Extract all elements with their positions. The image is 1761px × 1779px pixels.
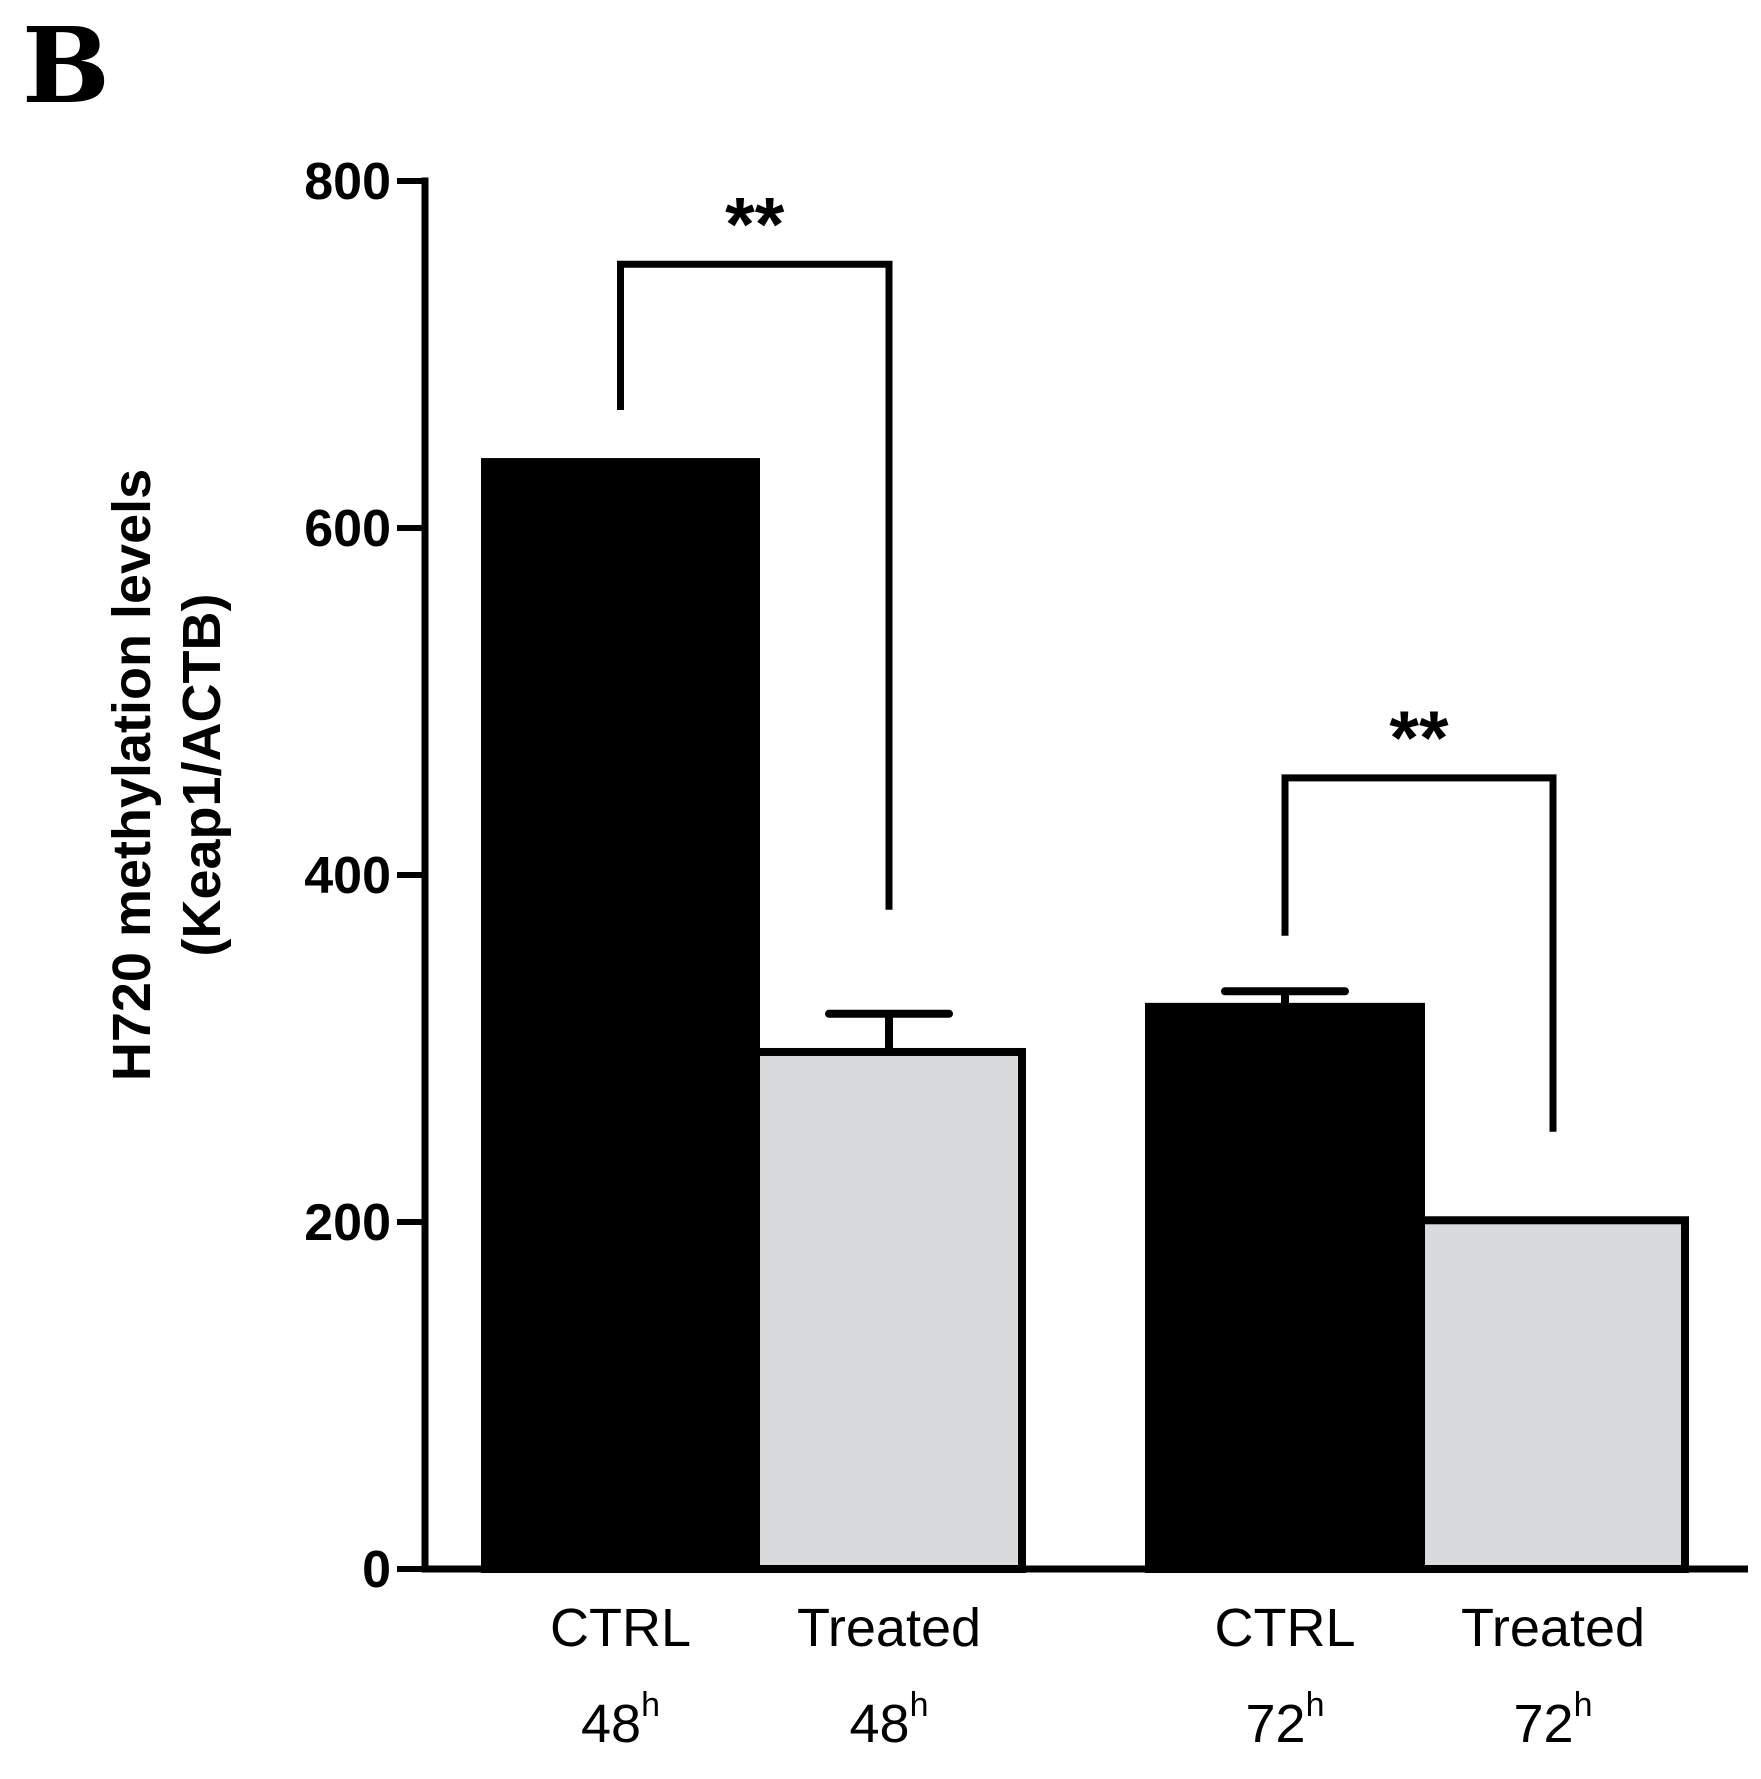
y-tick-label-400: 400	[304, 847, 391, 905]
bar-ctrl-48	[481, 458, 760, 1574]
significance-label-2: **	[1389, 696, 1449, 781]
category-time-value: 48	[581, 1694, 641, 1754]
significance-bracket-1	[617, 260, 893, 910]
category-time-unit: h	[641, 1686, 660, 1724]
category-time-unit: h	[1306, 1686, 1325, 1724]
category-label-3: Treated 72h	[1461, 1598, 1645, 1754]
error-bars	[825, 987, 1349, 1052]
category-time-value: 72	[1246, 1694, 1306, 1754]
category-time: 48h	[850, 1686, 929, 1754]
y-axis-title-line-1: H720 methylation levels	[102, 469, 162, 1081]
category-name: Treated	[1461, 1598, 1645, 1658]
category-time-value: 72	[1514, 1694, 1574, 1754]
bar-treated-72	[1417, 1216, 1689, 1573]
category-name: CTRL	[1214, 1598, 1355, 1658]
y-tick-label-800: 800	[304, 153, 391, 211]
significance-label-1: **	[725, 182, 785, 267]
significance-bracket-2	[1281, 774, 1557, 1132]
category-time: 72h	[1514, 1686, 1593, 1754]
y-axis-title: H720 methylation levels (Keap1/ACTB)	[102, 469, 232, 1081]
category-time: 48h	[581, 1686, 660, 1754]
category-time-value: 48	[850, 1694, 910, 1754]
bar-treated-48	[752, 1047, 1026, 1573]
bar-ctrl-72	[1145, 1002, 1425, 1573]
category-time-unit: h	[1574, 1686, 1593, 1724]
category-name: Treated	[797, 1598, 981, 1658]
y-axis-title-line-2: (Keap1/ACTB)	[172, 593, 232, 956]
y-tick-label-0: 0	[362, 1541, 391, 1599]
y-tick-label-600: 600	[304, 500, 391, 558]
category-name: CTRL	[550, 1598, 691, 1658]
y-tick-label-200: 200	[304, 1194, 391, 1252]
significance-brackets: ** **	[617, 182, 1557, 1132]
category-label-2: CTRL 72h	[1214, 1598, 1355, 1754]
category-time: 72h	[1246, 1686, 1325, 1754]
category-label-0: CTRL 48h	[550, 1598, 691, 1754]
panel-label: B	[22, 4, 110, 127]
category-label-1: Treated 48h	[797, 1598, 981, 1754]
category-time-unit: h	[910, 1686, 929, 1724]
bars	[481, 458, 1689, 1574]
